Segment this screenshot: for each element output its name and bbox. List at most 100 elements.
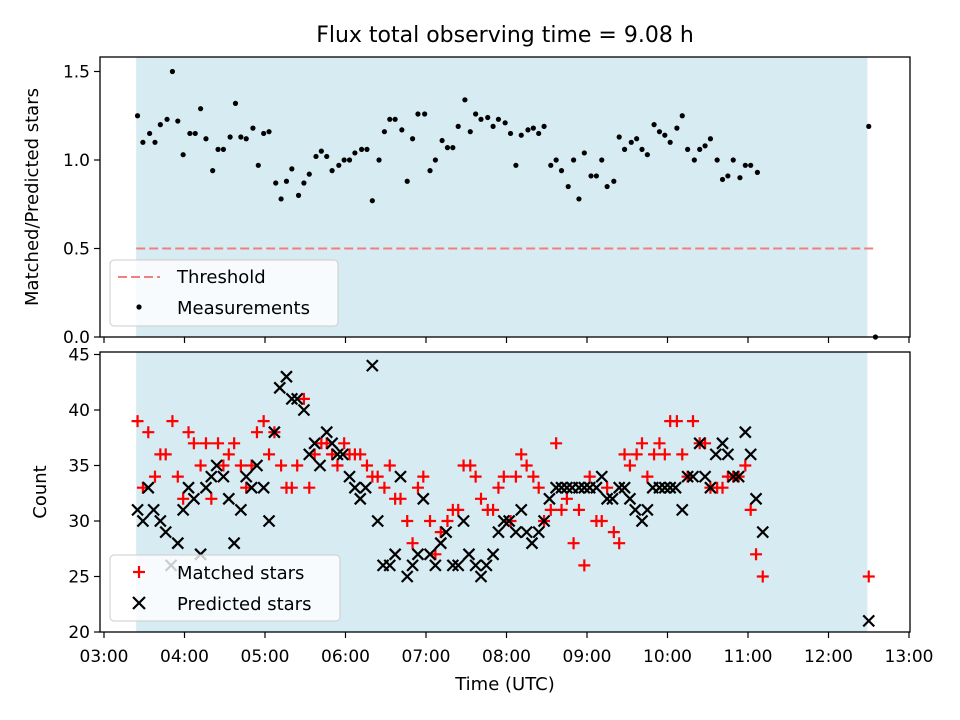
matched-star-marker: [613, 537, 626, 550]
predicted-star-marker: [336, 448, 350, 461]
matched-star-marker: [131, 415, 144, 428]
predicted-star-marker: [681, 470, 694, 483]
predicted-star-marker: [411, 548, 425, 561]
predicted-star-marker: [187, 492, 201, 506]
predicted-star-marker: [176, 503, 190, 517]
predicted-star-marker: [525, 536, 539, 550]
predicted-star-marker: [486, 548, 500, 561]
predicted-star-marker: [400, 570, 414, 583]
measurement-point: [644, 152, 650, 158]
predicted-star-marker: [222, 492, 236, 506]
matched-star-marker: [567, 537, 580, 550]
matched-star-marker: [441, 515, 454, 527]
measurement-point: [490, 123, 496, 129]
measurement-point: [227, 134, 233, 140]
matched-star-marker: [492, 481, 505, 494]
measurement-point: [478, 116, 484, 122]
measurement-point: [266, 129, 272, 135]
matched-star-marker: [744, 503, 757, 516]
measurement-point: [662, 132, 668, 138]
matched-star-marker: [520, 459, 533, 472]
matched-star-marker: [515, 448, 528, 461]
bottom-legend-box: [109, 554, 341, 622]
bottom-y-tick-label: 35: [68, 457, 90, 477]
count-panel: 20 25 30 35 40 45 03:00 04:00 05:00 06:00 07:00 08…: [30, 337, 934, 695]
x-tick-label: 04:00: [160, 647, 209, 667]
measurement-point: [409, 136, 416, 142]
measurement-point: [439, 137, 445, 144]
predicted-star-marker: [343, 470, 356, 483]
matched-star-marker: [297, 392, 310, 405]
x-tick-label: 05:00: [241, 647, 290, 667]
predicted-star-marker: [131, 503, 144, 517]
measurement-point: [283, 178, 290, 184]
measurement-point: [748, 162, 754, 168]
measurement-point: [415, 111, 421, 117]
measurement-point: [536, 130, 542, 137]
predicted-star-marker: [446, 559, 460, 572]
measurement-point: [697, 146, 703, 152]
bottom-y-tick-label: 45: [68, 346, 90, 366]
x-tick-label: 10:00: [643, 647, 692, 667]
measurement-point: [656, 129, 663, 135]
predicted-star-marker: [744, 448, 757, 461]
measurement-point: [427, 168, 433, 174]
measurement-point: [198, 106, 204, 112]
measurement-point: [134, 113, 141, 119]
predicted-star-marker: [313, 459, 327, 472]
predicted-star-marker: [210, 459, 223, 472]
legend-matched-swatch: [133, 566, 145, 578]
predicted-star-marker: [388, 548, 402, 561]
predicted-star-marker: [320, 425, 333, 439]
predicted-star-marker: [698, 470, 712, 483]
predicted-star-marker: [543, 492, 556, 506]
measurement-point: [634, 136, 640, 142]
measurement-point: [679, 113, 685, 119]
predicted-star-marker: [182, 481, 195, 494]
predicted-star-marker: [245, 481, 258, 494]
measurement-point: [725, 173, 731, 179]
matched-star-marker: [658, 448, 671, 461]
bottom-y-tick-label: 20: [68, 623, 90, 643]
predicted-star-marker: [675, 503, 689, 517]
measurement-point: [203, 136, 209, 142]
predicted-star-marker: [497, 514, 511, 528]
measurement-point: [164, 116, 170, 122]
measurement-point: [381, 129, 388, 135]
matched-star-marker: [595, 515, 608, 527]
matched-star-marker: [676, 448, 689, 461]
predicted-star-marker: [457, 514, 470, 528]
measurement-point: [737, 175, 743, 181]
measurement-point: [444, 145, 451, 151]
predicted-star-marker: [250, 459, 264, 472]
matched-star-marker: [641, 470, 654, 483]
predicted-star-marker: [709, 448, 723, 461]
predicted-star-marker: [509, 525, 523, 539]
top-y-tick-label: 0.5: [63, 240, 90, 260]
measurement-point: [495, 116, 502, 122]
measurement-point: [719, 176, 726, 183]
predicted-star-marker: [383, 559, 397, 572]
predicted-star-marker: [474, 570, 488, 583]
predicted-star-marker: [653, 481, 666, 494]
matched-star-marker: [234, 459, 247, 472]
predicted-star-marker: [560, 481, 574, 494]
measurement-point: [576, 196, 582, 202]
predicted-star-marker: [147, 503, 160, 517]
matched-star-marker: [148, 470, 161, 483]
matched-star-marker: [212, 437, 225, 450]
top-legend: Threshold Measurements: [109, 259, 339, 327]
measurement-point: [588, 173, 594, 179]
matched-star-marker: [509, 470, 522, 483]
matched-star-marker: [452, 503, 465, 516]
predicted-star-marker: [406, 559, 419, 572]
predicted-star-marker: [462, 548, 476, 561]
predicted-star-marker: [756, 525, 770, 539]
measurement-point: [238, 134, 244, 140]
predicted-star-marker: [635, 514, 649, 528]
x-ticks: 03:00 04:00 05:00 06:00 07:00 08:00 09:00 10:00…: [80, 337, 934, 667]
predicted-star-marker: [658, 481, 672, 494]
measurement-point: [565, 183, 571, 190]
predicted-star-marker: [669, 481, 682, 494]
